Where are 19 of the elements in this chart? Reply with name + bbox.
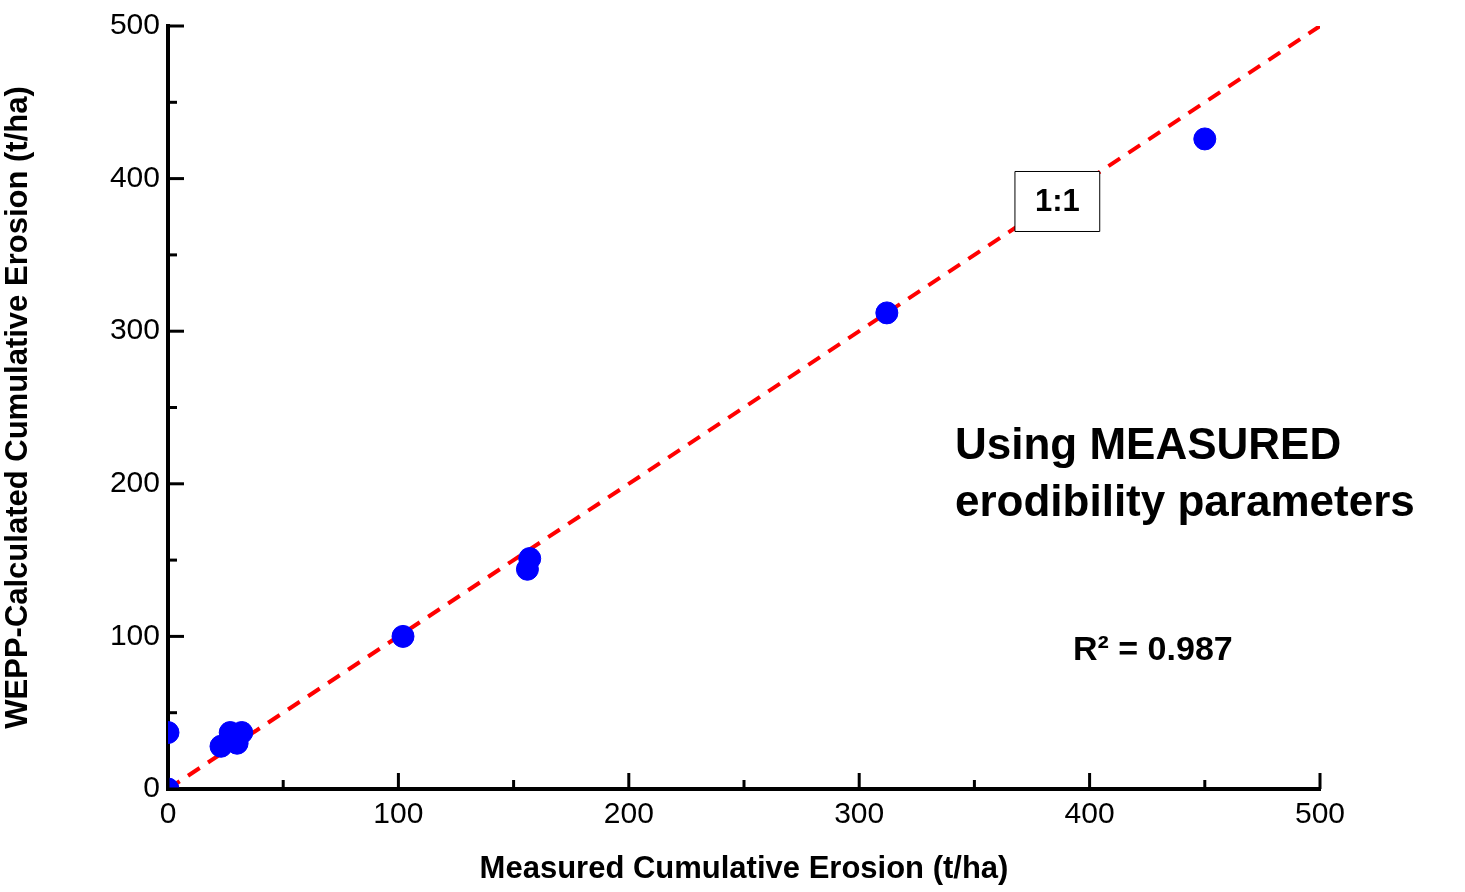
x-tick-label: 400	[1064, 796, 1115, 830]
y-tick-label: 0	[143, 770, 160, 804]
y-axis-title: WEPP-Calculated Cumulative Erosion (t/ha)	[0, 86, 35, 729]
y-tick-label: 300	[109, 312, 160, 346]
annotation: 1:1	[1034, 183, 1080, 219]
y-tick-label: 500	[109, 7, 160, 41]
annotation: Using MEASURED erodibility parameters	[955, 418, 1416, 528]
x-axis-title: Measured Cumulative Erosion (t/ha)	[479, 849, 1009, 885]
x-tick-label: 500	[1294, 796, 1346, 830]
y-tick-label: 400	[109, 159, 160, 193]
point	[391, 624, 415, 648]
point	[875, 301, 899, 325]
x-tick-label: 200	[603, 796, 654, 830]
x-tick-label: 300	[834, 796, 885, 830]
annotation: R² = 0.987	[1073, 628, 1234, 669]
y-tick-label: 200	[109, 465, 160, 499]
x-tick-label: 100	[373, 796, 424, 830]
point	[1193, 127, 1217, 151]
y-tick-label: 100	[109, 617, 160, 651]
